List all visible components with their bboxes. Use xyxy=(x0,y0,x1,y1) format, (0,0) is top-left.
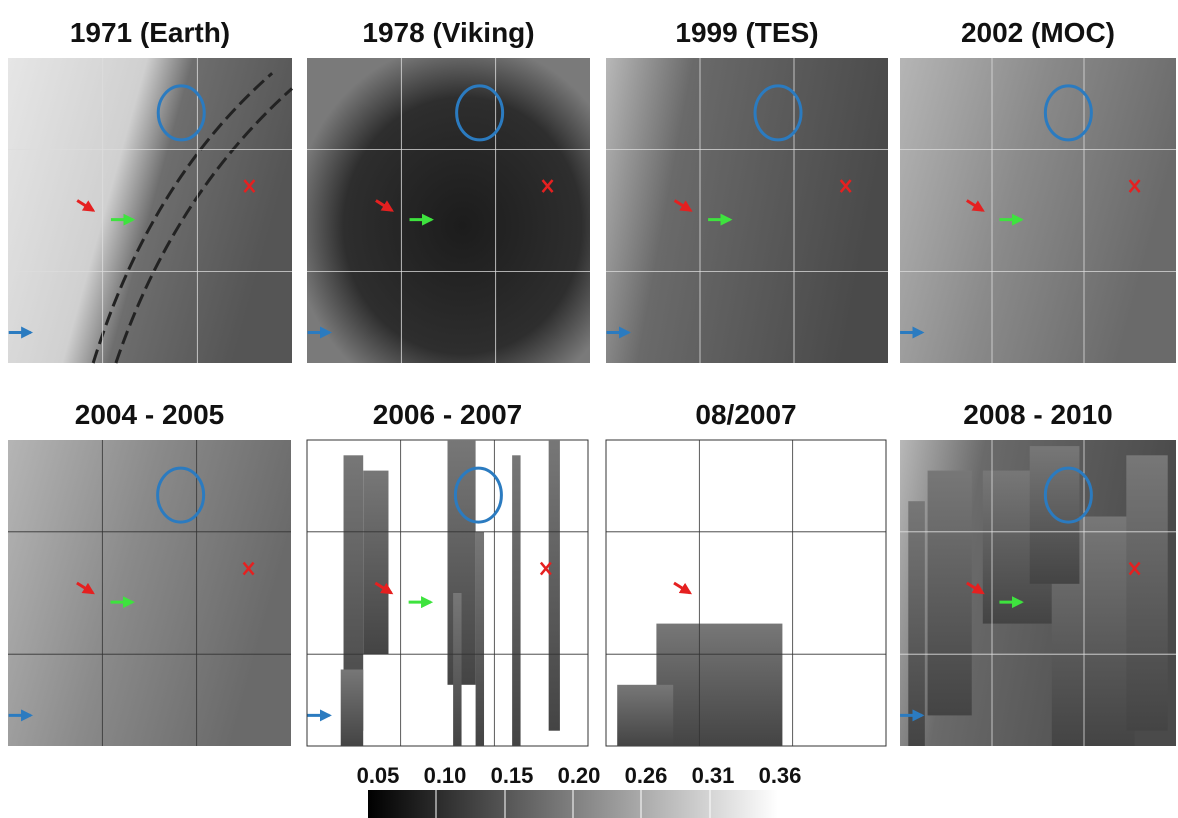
image-strip xyxy=(656,623,783,746)
panel-image xyxy=(900,58,1176,363)
red-x xyxy=(243,179,256,193)
red-arrow xyxy=(966,581,985,595)
highlight-circle xyxy=(156,84,206,142)
colorbar-dividers xyxy=(435,790,711,818)
panel: 1978 (Viking) xyxy=(307,17,590,363)
red-arrow xyxy=(374,581,394,595)
red-x xyxy=(1128,179,1141,193)
red-arrow xyxy=(76,199,96,212)
image-strip xyxy=(1126,455,1168,731)
image-strip xyxy=(453,593,462,746)
panel: 2006 - 2007 xyxy=(306,399,589,747)
red-x xyxy=(539,561,552,576)
image-strip xyxy=(908,501,925,746)
image-strip xyxy=(617,684,674,746)
colorbar-label: 0.20 xyxy=(558,763,601,788)
colorbar-label: 0.10 xyxy=(424,763,467,788)
colorbar-label: 0.26 xyxy=(625,763,668,788)
panel-title: 2008 - 2010 xyxy=(963,399,1112,430)
panel: 1999 (TES) xyxy=(606,17,888,363)
panel-image xyxy=(8,440,291,746)
image-strip xyxy=(927,470,972,716)
red-x xyxy=(1128,561,1141,576)
panel: 2004 - 2005 xyxy=(8,399,291,746)
panel-title: 1971 (Earth) xyxy=(70,17,230,48)
panel-title: 1999 (TES) xyxy=(675,17,818,48)
image-strip xyxy=(343,455,364,731)
colorbar-label: 0.31 xyxy=(692,763,735,788)
image-strip xyxy=(363,470,389,655)
image-strip xyxy=(475,531,485,746)
boundary-dashed xyxy=(114,87,294,364)
panel: 2002 (MOC) xyxy=(900,17,1176,363)
image-strip xyxy=(548,440,560,731)
red-x xyxy=(541,179,554,193)
colorbar-label: 0.05 xyxy=(357,763,400,788)
highlight-circle xyxy=(753,84,803,142)
highlight-circle xyxy=(453,466,503,524)
panel-title: 2004 - 2005 xyxy=(75,399,224,430)
panel-image xyxy=(8,58,292,363)
panel: 08/2007 xyxy=(605,399,887,747)
panel: 1971 (Earth) xyxy=(8,17,294,364)
red-arrow xyxy=(375,199,394,212)
panel: 2008 - 2010 xyxy=(900,399,1176,746)
panel-image xyxy=(307,58,590,363)
colorbar-label: 0.36 xyxy=(759,763,802,788)
panel-title: 2002 (MOC) xyxy=(961,17,1115,48)
highlight-circle xyxy=(1043,466,1093,524)
image-strip xyxy=(340,669,364,746)
highlight-circle xyxy=(156,466,206,524)
colorbar-label: 0.15 xyxy=(491,763,534,788)
highlight-circle xyxy=(455,84,505,142)
panel-image xyxy=(606,58,888,363)
red-x xyxy=(839,179,852,193)
red-arrow xyxy=(673,199,693,212)
red-x xyxy=(242,561,255,576)
image-strip xyxy=(512,455,521,746)
red-arrow xyxy=(966,199,985,212)
boundary-dashed xyxy=(91,72,274,364)
panel-title: 1978 (Viking) xyxy=(362,17,534,48)
panel-title: 2006 - 2007 xyxy=(373,399,522,430)
red-arrow xyxy=(76,581,95,595)
highlight-circle xyxy=(1043,84,1093,142)
panel-title: 08/2007 xyxy=(695,399,796,430)
red-arrow xyxy=(673,581,693,595)
